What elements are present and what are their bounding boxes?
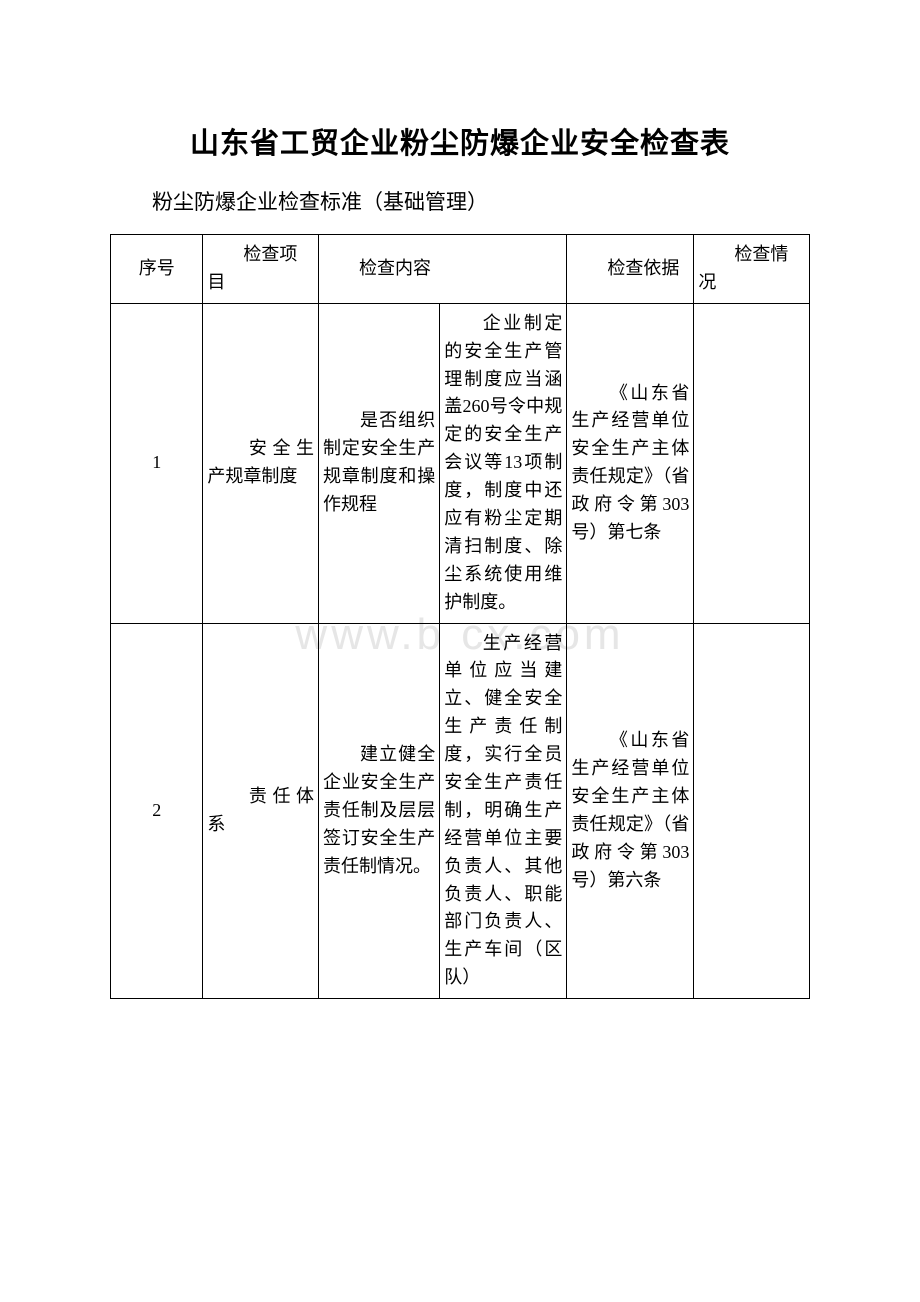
- cell-content-a-text: 是否组织制定安全生产规章制度和操作规程: [323, 410, 435, 514]
- cell-content-b-text: 企业制定的安全生产管理制度应当涵盖260号令中规定的安全生产会议等13项制度，制…: [444, 313, 562, 612]
- cell-item: 安全生产规章制度: [203, 303, 319, 623]
- inspection-table: 序号 检查项目 检查内容 检查依据 检查情况 1 安全生产规章制度 是否组织制定…: [110, 234, 810, 999]
- cell-item: 责任体系: [203, 623, 319, 999]
- cell-content-b: 生产经营单位应当建立、健全安全生产责任制度，实行全员安全生产责任制，明确生产经营…: [440, 623, 567, 999]
- cell-content-a-text: 建立健全企业安全生产责任制及层层签订安全生产责任制情况。: [323, 744, 435, 876]
- cell-seq: 2: [111, 623, 203, 999]
- cell-item-text: 安全生产规章制度: [207, 438, 314, 486]
- cell-basis-text: 《山东省生产经营单位安全生产主体责任规定》（省政府令第303号）第六条: [571, 730, 689, 889]
- cell-basis: 《山东省生产经营单位安全生产主体责任规定》（省政府令第303号）第七条: [567, 303, 694, 623]
- cell-status: [694, 303, 810, 623]
- cell-content-a: 建立健全企业安全生产责任制及层层签订安全生产责任制情况。: [318, 623, 439, 999]
- cell-content-b: 企业制定的安全生产管理制度应当涵盖260号令中规定的安全生产会议等13项制度，制…: [440, 303, 567, 623]
- col-header-basis-text: 检查依据: [607, 258, 679, 278]
- cell-content-b-text: 生产经营单位应当建立、健全安全生产责任制度，实行全员安全生产责任制，明确生产经营…: [444, 633, 562, 988]
- document-page: 山东省工贸企业粉尘防爆企业安全检查表 粉尘防爆企业检查标准（基础管理） 序号 检…: [0, 0, 920, 999]
- table-row: 1 安全生产规章制度 是否组织制定安全生产规章制度和操作规程 企业制定的安全生产…: [111, 303, 810, 623]
- cell-item-text: 责任体系: [207, 786, 314, 834]
- document-subtitle: 粉尘防爆企业检查标准（基础管理）: [110, 186, 810, 216]
- table-header-row: 序号 检查项目 检查内容 检查依据 检查情况: [111, 235, 810, 304]
- col-header-seq: 序号: [111, 235, 203, 304]
- col-header-item-text: 检查项目: [207, 244, 297, 292]
- col-header-basis: 检查依据: [567, 235, 694, 304]
- col-header-status: 检查情况: [694, 235, 810, 304]
- col-header-content: 检查内容: [318, 235, 566, 304]
- col-header-status-text: 检查情况: [698, 244, 788, 292]
- cell-basis-text: 《山东省生产经营单位安全生产主体责任规定》（省政府令第303号）第七条: [571, 383, 689, 542]
- col-header-content-text: 检查内容: [359, 258, 431, 278]
- cell-status: [694, 623, 810, 999]
- cell-seq: 1: [111, 303, 203, 623]
- document-title: 山东省工贸企业粉尘防爆企业安全检查表: [110, 120, 810, 162]
- cell-content-a: 是否组织制定安全生产规章制度和操作规程: [318, 303, 439, 623]
- table-row: 2 责任体系 建立健全企业安全生产责任制及层层签订安全生产责任制情况。 生产经营…: [111, 623, 810, 999]
- cell-basis: 《山东省生产经营单位安全生产主体责任规定》（省政府令第303号）第六条: [567, 623, 694, 999]
- col-header-item: 检查项目: [203, 235, 319, 304]
